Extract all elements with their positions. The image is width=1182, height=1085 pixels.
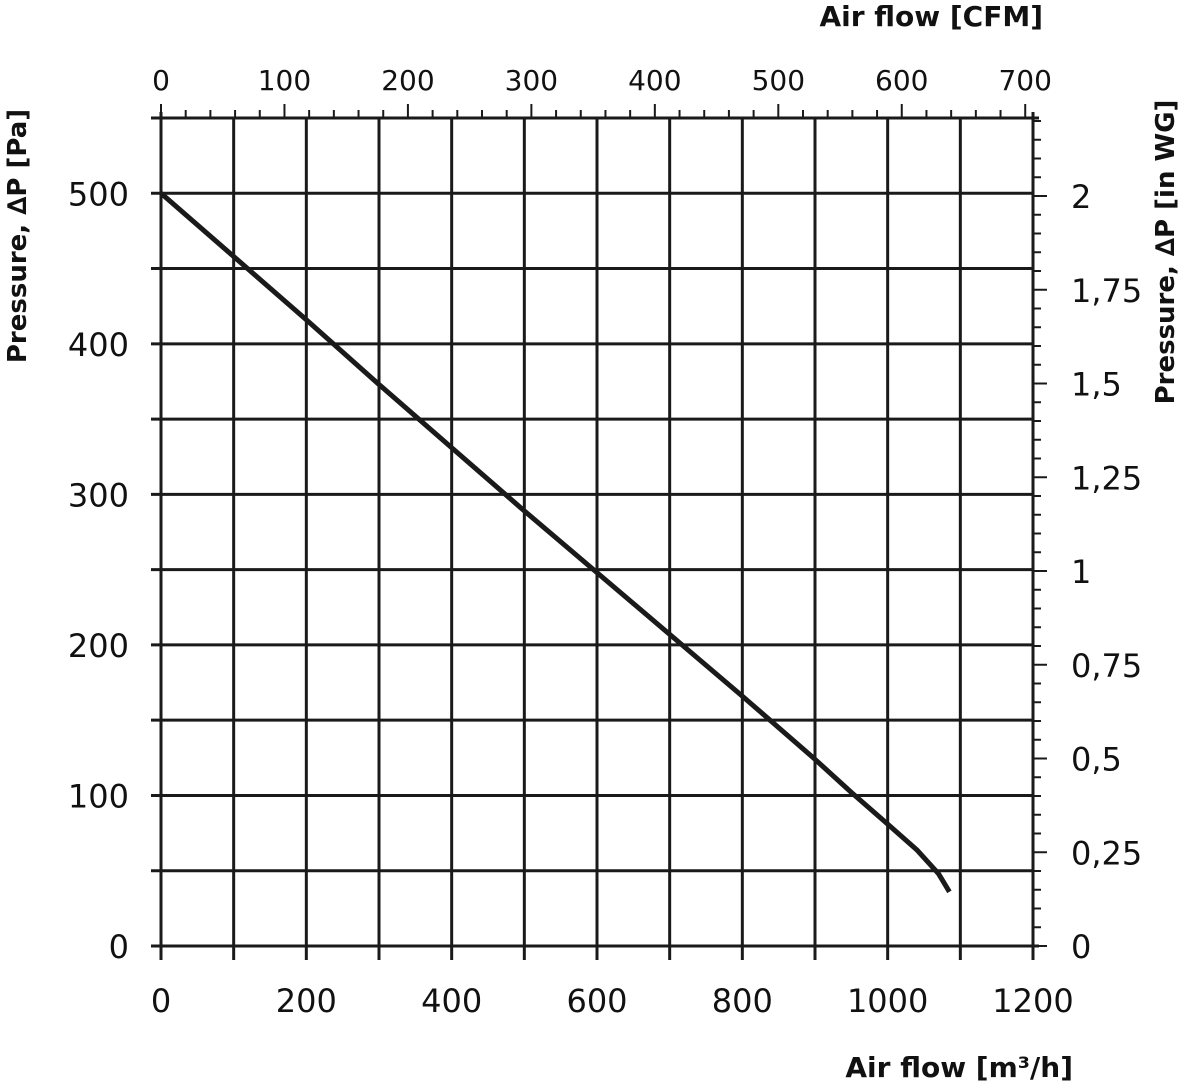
y-right-tick-label: 1,5 [1071, 366, 1122, 404]
x-top-tick-label: 600 [875, 64, 928, 97]
x-bottom-tick-label: 1000 [847, 982, 928, 1020]
y-right-axis-title: Pressure, ∆P [in WG] [1151, 100, 1181, 405]
series-group [159, 191, 952, 894]
y-left-tick-label: 200 [68, 627, 129, 665]
y-right-tick-label: 0,25 [1071, 834, 1142, 872]
y-right-tick-label: 0 [1071, 928, 1091, 966]
x-top-tick-label: 400 [628, 64, 681, 97]
x-bottom-tick-label: 200 [276, 982, 337, 1020]
plot-frame [151, 112, 1039, 960]
y-left-axis-title: Pressure, ∆P [Pa] [3, 109, 33, 363]
y-right-tick-label: 1,25 [1071, 459, 1142, 497]
y-left-tick-label: 300 [68, 476, 129, 514]
x-bottom-tick-label: 1200 [992, 982, 1073, 1020]
x-top-tick-label: 0 [152, 64, 170, 97]
x-bottom-tick-label: 600 [566, 982, 627, 1020]
grid [151, 118, 1033, 960]
x-bottom-tick-label: 0 [151, 982, 171, 1020]
y-left-tick-label: 400 [68, 326, 129, 364]
x-top-tick-label: 200 [381, 64, 434, 97]
x-top-tick-label: 700 [998, 64, 1051, 97]
x-bottom-axis-title: Air flow [m³/h] [845, 1051, 1073, 1084]
y-right-tick-label: 1 [1071, 553, 1091, 591]
y-right-tick-label: 2 [1071, 178, 1091, 216]
y-right-tick-label: 1,75 [1071, 272, 1142, 310]
y-right-tick-label: 0,75 [1071, 647, 1142, 685]
y-left-tick-label: 100 [68, 777, 129, 815]
x-top-axis-title: Air flow [CFM] [819, 0, 1043, 33]
x-bottom-tick-label: 800 [712, 982, 773, 1020]
y-left-tick-label: 0 [109, 928, 129, 966]
y-right-tick-label: 0,5 [1071, 741, 1122, 779]
x-top-tick-label: 100 [258, 64, 311, 97]
x-top-tick-label: 300 [505, 64, 558, 97]
series-line [159, 191, 952, 894]
x-bottom-tick-label: 400 [421, 982, 482, 1020]
minor-ticks [160, 104, 1047, 947]
x-top-tick-label: 500 [752, 64, 805, 97]
y-left-tick-label: 500 [68, 175, 129, 213]
